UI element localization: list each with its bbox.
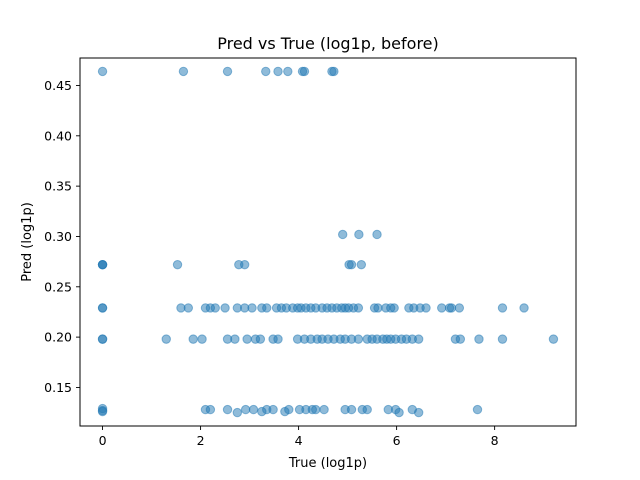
data-point [353,303,364,313]
data-point [273,334,283,344]
data-point [454,303,465,313]
data-point [197,334,207,344]
x-axis-label: True (log1p) [288,456,367,471]
data-point [372,229,382,240]
data-point [329,66,339,77]
data-point [188,334,198,344]
y-tick-label: 0.35 [44,179,72,194]
data-point [255,334,266,344]
data-point [519,303,529,313]
data-point [346,259,357,270]
data-point [311,404,321,415]
data-point [353,334,364,344]
data-point [421,303,431,313]
data-point [230,334,240,344]
data-point [97,334,108,344]
data-point [338,229,348,240]
data-point [394,407,404,418]
data-point [413,334,424,344]
data-point [455,334,466,344]
data-point [222,404,233,415]
data-point [373,303,383,313]
y-tick-label: 0.45 [44,78,72,93]
data-point [239,259,250,270]
data-point [172,259,183,270]
chart-title: Pred vs True (log1p, before) [217,34,439,53]
data-point [232,407,243,418]
data-point [389,303,399,313]
data-points [97,66,559,418]
data-point [299,66,310,77]
data-point [261,66,271,77]
x-tick-label: 8 [491,433,499,448]
data-point [283,66,293,77]
data-point [497,303,508,313]
x-axis-ticks: 0 2 4 6 8 [99,426,499,448]
y-tick-label: 0.40 [44,128,72,143]
data-point [210,303,220,313]
data-point [97,259,108,270]
data-point [472,404,483,415]
data-point [97,66,108,77]
data-point [497,334,508,344]
x-tick-label: 2 [197,433,205,448]
data-point [242,334,252,344]
data-point [273,66,283,77]
data-point [248,404,259,415]
data-point [222,66,233,77]
y-tick-label: 0.25 [44,279,72,294]
data-point [247,303,257,313]
plot-frame [79,57,577,427]
y-tick-label: 0.15 [44,380,72,395]
data-point [161,334,171,344]
x-tick-label: 4 [295,433,303,448]
data-point [268,404,278,415]
data-point [319,404,329,415]
data-point [413,407,424,418]
data-point [284,404,294,415]
x-tick-label: 0 [99,433,107,448]
y-tick-label: 0.30 [44,229,72,244]
data-point [474,334,484,344]
x-tick-label: 6 [393,433,401,448]
data-point [262,303,272,313]
data-point [240,404,251,415]
data-point [205,404,216,415]
data-point [183,303,194,313]
data-point [354,229,364,240]
data-point [356,259,367,270]
y-tick-label: 0.20 [44,330,72,345]
y-axis-ticks: 0.15 0.20 0.25 0.30 0.35 0.40 0.45 [44,78,80,395]
data-point [220,303,230,313]
data-point [178,66,189,77]
data-point [548,334,559,344]
data-point [346,404,357,415]
data-point [97,405,108,416]
y-axis-label: Pred (log1p) [20,202,35,282]
data-point [97,303,108,313]
data-point [446,303,457,313]
data-point [362,404,372,415]
data-point [437,303,447,313]
